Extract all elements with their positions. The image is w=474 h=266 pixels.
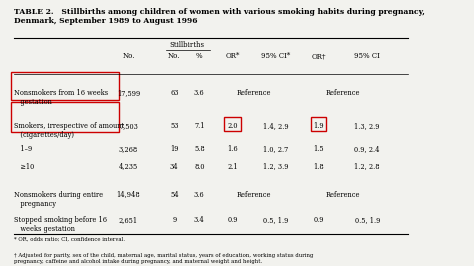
Text: 1.6: 1.6 [228,145,238,153]
Text: Reference: Reference [326,89,360,97]
Text: 1.4, 2.9: 1.4, 2.9 [263,122,288,130]
Text: 1.3, 2.9: 1.3, 2.9 [355,122,380,130]
Text: 63: 63 [170,89,179,97]
Text: 95% CI: 95% CI [354,52,380,60]
Text: † Adjusted for parity, sex of the child, maternal age, marital status, years of : † Adjusted for parity, sex of the child,… [14,253,313,264]
Text: 0.5, 1.9: 0.5, 1.9 [355,216,380,224]
Text: 54: 54 [170,190,179,198]
Text: Reference: Reference [237,89,271,97]
Text: No.: No. [168,52,181,60]
Text: 2.1: 2.1 [228,163,238,171]
Text: %: % [196,52,202,60]
Text: 1–9: 1–9 [14,145,32,153]
Text: 3,268: 3,268 [119,145,138,153]
Text: ≥10: ≥10 [14,163,34,171]
Text: 7.1: 7.1 [194,122,205,130]
Text: 1.9: 1.9 [314,122,324,130]
Text: 14,948: 14,948 [117,190,140,198]
Text: Reference: Reference [237,190,271,198]
Text: 1.5: 1.5 [314,145,324,153]
Text: 4,235: 4,235 [119,163,138,171]
Text: TABLE 2.   Stillbirths among children of women with various smoking habits durin: TABLE 2. Stillbirths among children of w… [14,8,425,25]
Text: OR†: OR† [311,52,326,60]
Text: 1.0, 2.7: 1.0, 2.7 [263,145,288,153]
Text: 34: 34 [170,163,179,171]
Text: * OR, odds ratio; CI, confidence interval.: * OR, odds ratio; CI, confidence interva… [14,237,125,242]
Text: 1.8: 1.8 [314,163,324,171]
Text: 95% CI*: 95% CI* [261,52,290,60]
Text: No.: No. [122,52,135,60]
Text: 2.0: 2.0 [228,122,238,130]
Text: 9: 9 [172,216,176,224]
Text: Nonsmokers from 16 weeks
   gestation: Nonsmokers from 16 weeks gestation [14,89,108,106]
Text: 3.4: 3.4 [194,216,205,224]
Text: 0.9: 0.9 [228,216,238,224]
Text: 7,503: 7,503 [119,122,138,130]
Text: Nonsmokers during entire
   pregnancy: Nonsmokers during entire pregnancy [14,190,103,208]
Text: 3.6: 3.6 [194,89,205,97]
Text: Stopped smoking before 16
   weeks gestation: Stopped smoking before 16 weeks gestatio… [14,216,107,233]
Text: 5.8: 5.8 [194,145,205,153]
Text: 0.9, 2.4: 0.9, 2.4 [355,145,380,153]
Text: 3.6: 3.6 [194,190,205,198]
Text: Smokers, irrespective of amount
   (cigarettes/day): Smokers, irrespective of amount (cigaret… [14,122,124,139]
Text: 1.2, 2.8: 1.2, 2.8 [355,163,380,171]
Text: 19: 19 [170,145,179,153]
Text: 1.2, 3.9: 1.2, 3.9 [263,163,288,171]
Text: 8.0: 8.0 [194,163,205,171]
Text: 0.5, 1.9: 0.5, 1.9 [263,216,288,224]
Text: 0.9: 0.9 [314,216,324,224]
Text: 53: 53 [170,122,179,130]
Text: Reference: Reference [326,190,360,198]
Text: 17,599: 17,599 [117,89,140,97]
Text: OR*: OR* [226,52,240,60]
Text: Stillbirths: Stillbirths [169,41,204,49]
Text: 2,651: 2,651 [119,216,138,224]
